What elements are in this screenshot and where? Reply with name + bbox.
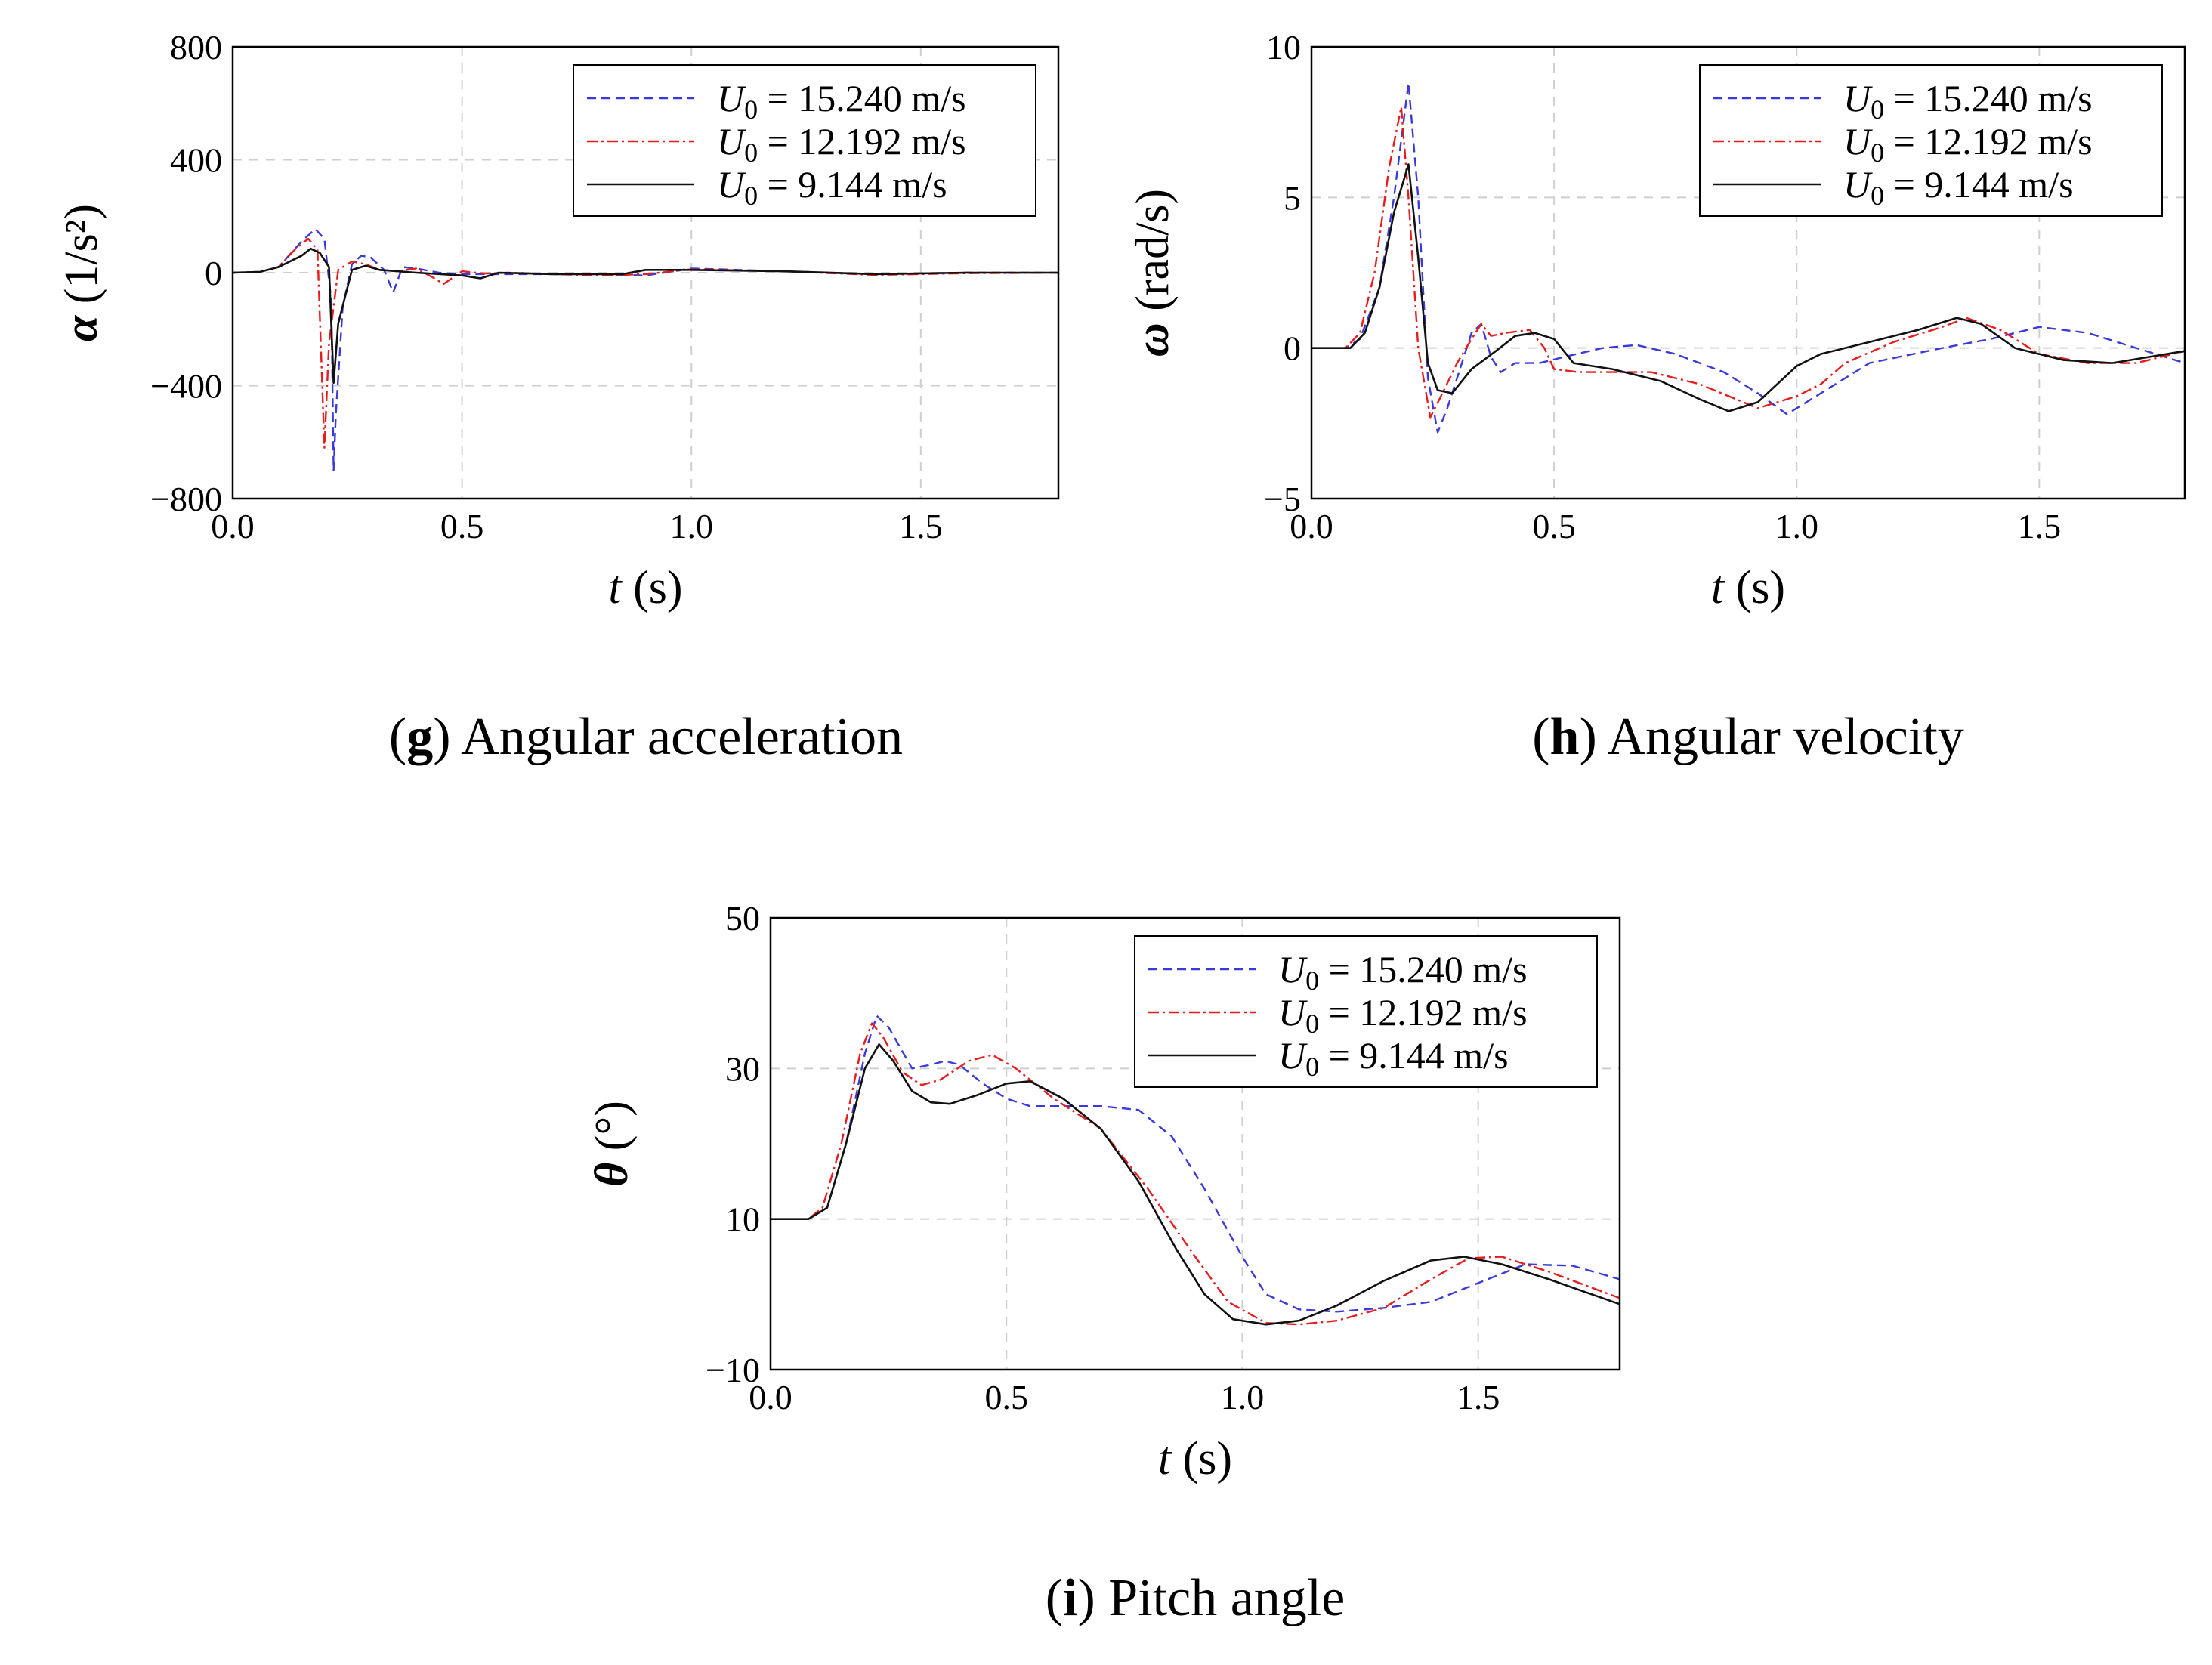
y-tick-label: 400 bbox=[170, 141, 222, 180]
x-tick-label: 1.0 bbox=[1221, 1378, 1265, 1416]
y-tick-label: −800 bbox=[150, 480, 222, 518]
legend-label: U0 = 12.192 m/s bbox=[717, 120, 966, 168]
y-tick-label: 50 bbox=[725, 899, 760, 938]
panel-caption: (i) Pitch angle bbox=[1046, 1569, 1345, 1627]
legend-label: U0 = 15.240 m/s bbox=[717, 77, 966, 125]
series-line-2 bbox=[1311, 106, 2186, 419]
panel-caption: (g) Angular acceleration bbox=[389, 708, 903, 766]
panel-angular-acceleration: 0.0 0.5 1.0 1.5 800 400 0 −400 −800 U0 = 15.240… bbox=[56, 28, 1060, 766]
y-tick-label: 0 bbox=[1284, 329, 1301, 368]
series-line-1 bbox=[232, 227, 1058, 471]
series-line-1 bbox=[771, 1015, 1620, 1313]
y-tick-label: −400 bbox=[150, 367, 222, 406]
legend-label: U0 = 15.240 m/s bbox=[1843, 77, 2093, 125]
y-tick-label: 10 bbox=[1266, 28, 1301, 66]
x-tick-label: 1.5 bbox=[1457, 1378, 1500, 1416]
plot-frame bbox=[769, 916, 1621, 1371]
y-tick-label: 0 bbox=[205, 254, 222, 292]
x-tick-label: 1.5 bbox=[2018, 507, 2062, 545]
y-tick-label: −10 bbox=[706, 1351, 760, 1389]
legend-label: U0 = 9.144 m/s bbox=[717, 163, 947, 211]
series-line-1 bbox=[1311, 82, 2186, 434]
panel-caption: (h) Angular velocity bbox=[1532, 708, 1964, 766]
series-line-3 bbox=[232, 247, 1058, 385]
y-tick-label: 5 bbox=[1284, 178, 1301, 217]
x-tick-label: 0.0 bbox=[211, 507, 255, 545]
series-line-2 bbox=[771, 1022, 1620, 1326]
plot-frame bbox=[231, 45, 1060, 500]
legend-label: U0 = 9.144 m/s bbox=[1278, 1034, 1509, 1082]
x-axis-label: t (s) bbox=[1711, 562, 1785, 613]
x-tick-label: 0.5 bbox=[984, 1378, 1028, 1416]
legend-label: U0 = 9.144 m/s bbox=[1843, 163, 2074, 211]
legend-label: U0 = 15.240 m/s bbox=[1278, 948, 1528, 996]
y-tick-label: 10 bbox=[725, 1200, 760, 1239]
legend-label: U0 = 12.192 m/s bbox=[1278, 991, 1528, 1039]
x-tick-label: 1.5 bbox=[899, 507, 943, 545]
x-tick-label: 1.0 bbox=[1775, 507, 1818, 545]
x-tick-label: 0.0 bbox=[1290, 507, 1333, 545]
x-tick-label: 0.5 bbox=[1532, 507, 1576, 545]
x-axis-label: t (s) bbox=[608, 562, 682, 613]
y-tick-label: 800 bbox=[170, 28, 222, 66]
y-axis-label: θ (°) bbox=[586, 1101, 638, 1187]
x-axis-label: t (s) bbox=[1158, 1433, 1232, 1484]
y-axis-label: ω (rad/s) bbox=[1127, 189, 1179, 357]
x-tick-label: 0.5 bbox=[440, 507, 484, 545]
x-tick-label: 1.0 bbox=[669, 507, 713, 545]
legend-label: U0 = 12.192 m/s bbox=[1843, 120, 2093, 168]
series-line-3 bbox=[1311, 163, 2186, 412]
series-line-3 bbox=[771, 1043, 1620, 1326]
x-tick-label: 0.0 bbox=[749, 1378, 792, 1416]
y-tick-label: 30 bbox=[725, 1049, 760, 1088]
y-axis-label: α (1/s²) bbox=[56, 204, 107, 341]
plot-frame bbox=[1310, 45, 2186, 500]
y-tick-label: −5 bbox=[1264, 480, 1301, 518]
